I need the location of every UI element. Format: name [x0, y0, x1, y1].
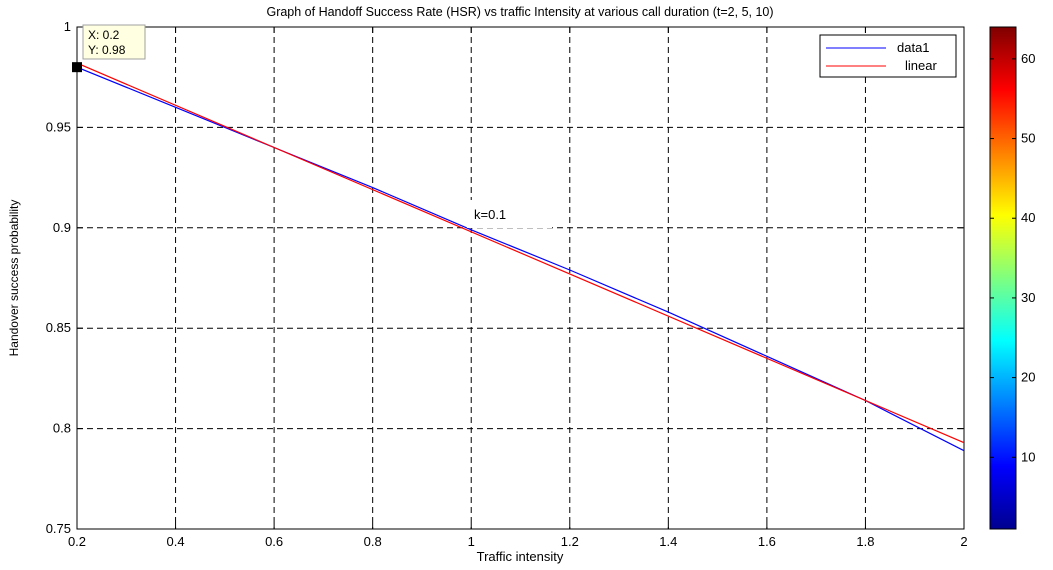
y-tick-label: 0.95 — [46, 119, 71, 134]
y-tick-labels: 0.75 0.8 0.85 0.9 0.95 1 — [46, 19, 71, 536]
datatip-box — [82, 24, 146, 60]
legend[interactable]: data1 linear — [819, 34, 957, 78]
colorbar-tick-label: 10 — [1021, 449, 1035, 464]
datatip-y-text: Y: 0.98 — [88, 43, 126, 57]
y-tick-label: 0.8 — [53, 421, 71, 436]
y-tick-label: 0.75 — [46, 521, 71, 536]
legend-label-data1: data1 — [897, 40, 930, 55]
x-tick-label: 1.8 — [856, 534, 874, 549]
x-tick-label: 1 — [468, 534, 475, 549]
y-tick-label: 0.85 — [46, 320, 71, 335]
colorbar-ticks: 10 20 30 40 50 60 — [990, 51, 1035, 464]
x-tick-label: 1.6 — [758, 534, 776, 549]
colorbar-tick-label: 50 — [1021, 131, 1035, 146]
x-tick-label: 0.2 — [68, 534, 86, 549]
annotation-text: k=0.1 — [474, 207, 506, 222]
x-tick-label: 1.4 — [659, 534, 677, 549]
x-tick-labels: 0.2 0.4 0.6 0.8 1 1.2 1.4 1.6 1.8 2 — [68, 534, 968, 549]
axis-ticks — [76, 26, 965, 530]
y-tick-label: 1 — [64, 19, 71, 34]
legend-box — [819, 34, 957, 78]
annotation-box: k=0.1 — [467, 200, 552, 228]
x-tick-label: 0.8 — [364, 534, 382, 549]
y-tick-label: 0.9 — [53, 220, 71, 235]
plot-area — [76, 26, 965, 530]
colorbar-tick-label: 40 — [1021, 210, 1035, 225]
colorbar-gradient — [989, 26, 1017, 530]
x-tick-label: 0.6 — [265, 534, 283, 549]
series-line-linear — [77, 62, 964, 444]
x-axis-label: Traffic intensity — [477, 549, 564, 564]
series-group — [77, 62, 964, 452]
datatip-x-text: X: 0.2 — [88, 28, 120, 42]
y-axis-label: Handover success probability — [7, 200, 21, 357]
colorbar-tick-label: 20 — [1021, 370, 1035, 385]
colorbar-tick-label: 30 — [1021, 290, 1035, 305]
chart-title: Graph of Handoff Success Rate (HSR) vs t… — [266, 5, 773, 19]
x-tick-label: 2 — [960, 534, 967, 549]
datatip[interactable]: X: 0.2 Y: 0.98 — [72, 24, 146, 73]
datatip-marker[interactable] — [72, 62, 82, 73]
colorbar: 10 20 30 40 50 60 — [989, 26, 1035, 530]
colorbar-tick-label: 60 — [1021, 51, 1035, 66]
x-tick-label: 0.4 — [167, 534, 185, 549]
legend-label-linear: linear — [905, 58, 937, 73]
x-tick-label: 1.2 — [561, 534, 579, 549]
series-line-data1 — [77, 66, 964, 452]
